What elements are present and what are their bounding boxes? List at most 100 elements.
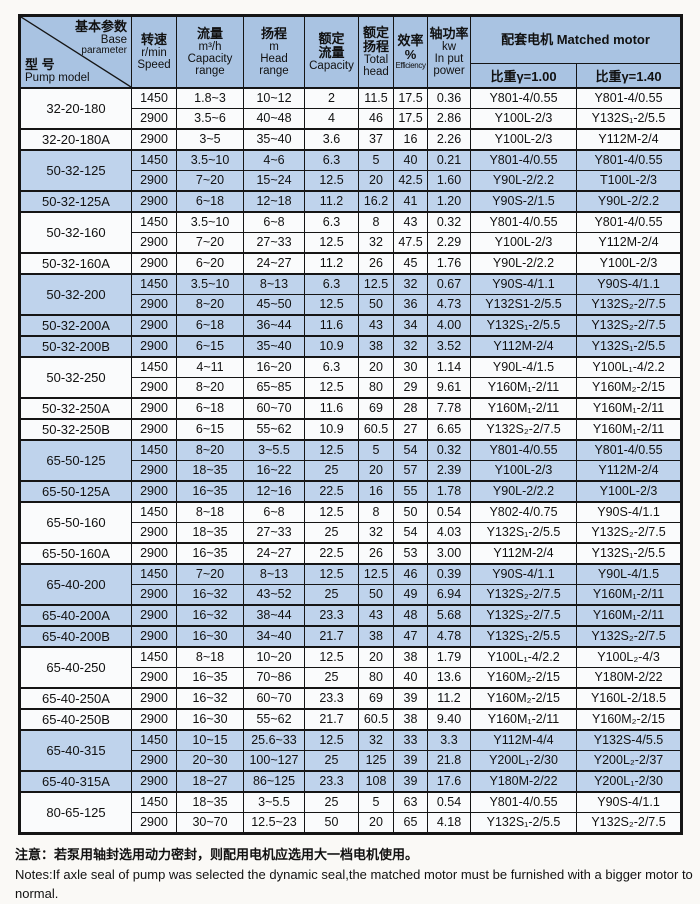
cell-motor_g100: Y160M₂-2/15 [470, 667, 577, 689]
cell-input_power: 0.36 [427, 87, 471, 109]
header-capacity-range-unit: m³/h [198, 41, 222, 54]
cell-speed: 2900 [131, 604, 177, 627]
header-speed-en: Speed [137, 59, 171, 72]
cell-total_head: 20 [358, 812, 394, 834]
cell-motor_g100: Y90L-2/2.2 [470, 480, 577, 503]
table-row: 65-40-200B 2900 16~30 34~40 21.7 38 47 4.78 Y132… [19, 625, 683, 648]
cell-capacity_range: 7~20 [176, 170, 244, 192]
cell-efficiency: 38 [393, 708, 428, 731]
cell-efficiency: 55 [393, 480, 428, 503]
cell-input_power: 9.61 [427, 377, 471, 399]
cell-motor_g100: Y90S-4/1.1 [470, 273, 577, 295]
cell-input_power: 1.79 [427, 646, 471, 668]
header-speed: 转速 r/min Speed [131, 15, 177, 89]
header-gamma-100: 比重γ=1.00 [470, 63, 577, 89]
cell-total_head: 26 [358, 542, 394, 565]
cell-head_range: 12~16 [243, 480, 305, 503]
cell-motor_g140: Y801-4/0.55 [575, 149, 683, 171]
header-pump-model-zh: 型 号 [25, 56, 55, 72]
cell-motor_g100: Y100L-2/3 [470, 128, 577, 151]
header-rated-capacity: 额定 流量 Capacity [304, 15, 359, 89]
header-base-parameter-en1: Base [100, 34, 127, 47]
cell-head_range: 55~62 [243, 418, 305, 441]
cell-head_range: 35~40 [243, 128, 305, 151]
cell-motor_g100: Y132S₁-2/5.5 [470, 812, 577, 834]
cell-capacity_range: 16~35 [176, 542, 244, 565]
cell-head_range: 35~40 [243, 335, 305, 358]
cell-input_power: 2.39 [427, 460, 471, 482]
cell-input_power: 2.26 [427, 128, 471, 151]
cell-speed: 2900 [131, 418, 177, 441]
cell-input_power: 0.67 [427, 273, 471, 295]
cell-head_range: 70~86 [243, 667, 305, 689]
cell-input_power: 1.60 [427, 170, 471, 192]
cell-motor_g140: Y90L-4/1.5 [575, 563, 683, 585]
cell-motor_g140: Y132S₂-2/7.5 [575, 294, 683, 316]
cell-efficiency: 41 [393, 190, 428, 213]
cell-capacity_range: 3.5~10 [176, 211, 244, 233]
cell-motor_g140: T100L-2/3 [575, 170, 683, 192]
cell-head_range: 45~50 [243, 294, 305, 316]
cell-efficiency: 30 [393, 356, 428, 378]
cell-input_power: 1.76 [427, 252, 471, 275]
header-input-power: 轴功率 kw In put power [427, 15, 471, 89]
cell-total_head: 46 [358, 108, 394, 130]
cell-capacity: 3.6 [304, 128, 359, 151]
header-efficiency-en: Efficiency [395, 61, 426, 71]
cell-motor_g100: Y100L-2/3 [470, 460, 577, 482]
cell-capacity_range: 30~70 [176, 812, 244, 834]
table-row: 65-40-315 1450 10~15 25.6~33 12.5 32 33 3.3 Y112… [19, 729, 683, 772]
cell-head_range: 3~5.5 [243, 791, 305, 813]
cell-input_power: 2.29 [427, 232, 471, 254]
cell-efficiency: 36 [393, 294, 428, 316]
cell-total_head: 16 [358, 480, 394, 503]
header-pump-model: 型 号 Pump model [25, 56, 90, 84]
cell-motor_g140: Y100L₂-4/3 [575, 646, 683, 668]
cell-total_head: 69 [358, 687, 394, 710]
header-rated-head-zh1: 额定 [362, 24, 389, 40]
cell-input_power: 3.00 [427, 542, 471, 565]
cell-input_power: 1.78 [427, 480, 471, 503]
cell-efficiency: 33 [393, 729, 428, 751]
cell-motor_g100: Y132S₂-2/7.5 [470, 418, 577, 441]
cell-efficiency: 53 [393, 542, 428, 565]
cell-motor_g140: Y132S-4/5.5 [575, 729, 683, 751]
cell-efficiency: 49 [393, 584, 428, 606]
cell-efficiency: 40 [393, 667, 428, 689]
header-base-parameter: 基本参数 Base parameter [75, 19, 127, 57]
cell-capacity: 23.3 [304, 604, 359, 627]
cell-capacity_range: 20~30 [176, 750, 244, 772]
table-row: 50-32-160 1450 3.5~10 6~8 6.3 8 43 0.32 Y801-4/0… [19, 211, 683, 254]
cell-head_range: 12.5~23 [243, 812, 305, 834]
cell-capacity_range: 16~32 [176, 604, 244, 627]
cell-capacity_range: 6~20 [176, 252, 244, 275]
pump-model-cell: 65-50-125A [19, 480, 132, 503]
cell-total_head: 50 [358, 294, 394, 316]
cell-speed: 2900 [131, 232, 177, 254]
pump-model-cell: 65-50-125 [19, 439, 132, 482]
cell-capacity_range: 8~18 [176, 501, 244, 523]
cell-input_power: 2.86 [427, 108, 471, 130]
table-row: 65-50-160A 2900 16~35 24~27 22.5 26 53 3.00 Y112… [19, 542, 683, 565]
header-capacity-range-en1: Capacity [187, 53, 233, 66]
cell-capacity: 12.5 [304, 646, 359, 668]
cell-capacity: 23.3 [304, 687, 359, 710]
pump-model-cell: 65-40-315A [19, 770, 132, 793]
cell-input_power: 5.68 [427, 604, 471, 627]
cell-motor_g100: Y90L-4/1.5 [470, 356, 577, 378]
header-input-power-en1: In put [434, 53, 464, 66]
cell-capacity_range: 3.5~10 [176, 149, 244, 171]
cell-efficiency: 47.5 [393, 232, 428, 254]
cell-total_head: 69 [358, 397, 394, 420]
pump-model-cell: 32-20-180A [19, 128, 132, 151]
cell-motor_g100: Y112M-2/4 [470, 542, 577, 565]
cell-motor_g100: Y100L₁-4/2.2 [470, 646, 577, 668]
cell-speed: 1450 [131, 563, 177, 585]
pump-model-cell: 50-32-250B [19, 418, 132, 441]
pump-model-cell: 50-32-160A [19, 252, 132, 275]
header-efficiency-zh: 效率 [397, 32, 424, 48]
cell-capacity: 6.3 [304, 211, 359, 233]
cell-head_range: 60~70 [243, 397, 305, 420]
cell-capacity_range: 1.8~3 [176, 87, 244, 109]
cell-head_range: 25.6~33 [243, 729, 305, 751]
